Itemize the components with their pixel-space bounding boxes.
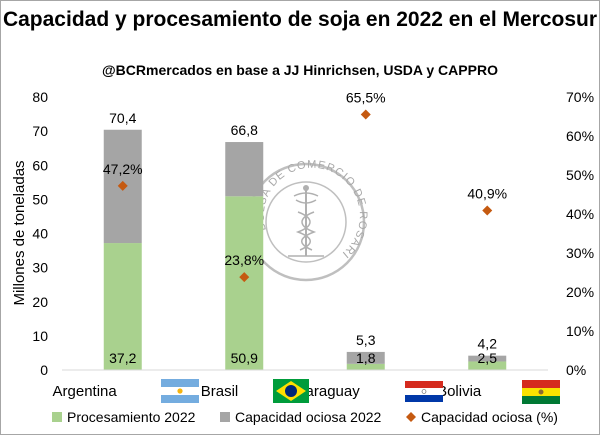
svg-text:BOLSA DE COMERCIO DE ROSARIO: BOLSA DE COMERCIO DE ROSARIO <box>0 0 369 261</box>
y-tick-label: 60 <box>32 157 48 173</box>
category-label: Brasil <box>201 383 239 400</box>
total-label: 70,4 <box>109 110 136 126</box>
marker-capacidad-ociosa-pct <box>482 205 493 216</box>
legend-swatch <box>406 412 416 422</box>
bar-procesamiento <box>346 363 385 370</box>
y-axis-title: Millones de toneladas <box>11 160 28 305</box>
procesamiento-label: 37,2 <box>109 350 136 366</box>
legend-swatch <box>52 412 62 422</box>
flag-paraguay-icon <box>405 381 443 402</box>
y-tick-label: 40 <box>32 226 48 242</box>
y2-tick-label: 50% <box>566 167 594 183</box>
pct-label: 47,2% <box>103 161 143 177</box>
category-label: Paraguay <box>296 383 361 400</box>
bar-capacidad-ociosa <box>225 142 264 197</box>
y2-tick-label: 30% <box>566 245 594 261</box>
pct-label: 40,9% <box>467 185 507 201</box>
legend-label: Capacidad ociosa (%) <box>421 409 558 425</box>
procesamiento-label: 2,5 <box>478 350 498 366</box>
pct-label: 23,8% <box>224 252 264 268</box>
watermark-seal: BOLSA DE COMERCIO DE ROSARIO <box>0 0 369 282</box>
procesamiento-label: 1,8 <box>356 350 376 366</box>
procesamiento-label: 50,9 <box>231 350 258 366</box>
y-tick-label: 70 <box>32 123 48 139</box>
bar-procesamiento <box>225 196 264 370</box>
bar-procesamiento <box>468 361 507 370</box>
bar-capacidad-ociosa <box>468 355 507 362</box>
y-tick-label: 0 <box>40 362 48 378</box>
y-tick-label: 50 <box>32 191 48 207</box>
flag-bolivia-icon <box>522 380 560 404</box>
total-label: 4,2 <box>478 336 498 352</box>
legend-swatch <box>220 412 230 422</box>
watermark-text: BOLSA DE COMERCIO DE ROSARIO <box>0 0 368 261</box>
marker-capacidad-ociosa-pct <box>239 272 250 283</box>
y-tick-label: 30 <box>32 260 48 276</box>
total-label: 66,8 <box>231 122 258 138</box>
bar-capacidad-ociosa <box>346 351 385 364</box>
y2-tick-label: 20% <box>566 284 594 300</box>
y2-tick-label: 0% <box>566 362 586 378</box>
pct-label: 65,5% <box>346 90 386 106</box>
chart-subtitle: @BCRmercados en base a JJ Hinrichsen, US… <box>102 62 498 78</box>
legend-label: Capacidad ociosa 2022 <box>235 409 382 425</box>
flag-argentina-icon <box>161 379 199 403</box>
marker-capacidad-ociosa-pct <box>360 109 371 120</box>
marker-capacidad-ociosa-pct <box>117 180 128 191</box>
y-tick-label: 20 <box>32 294 48 310</box>
y-tick-label: 10 <box>32 328 48 344</box>
bar-procesamiento <box>103 243 142 370</box>
total-label: 5,3 <box>356 332 376 348</box>
legend-label: Procesamiento 2022 <box>67 409 196 425</box>
legend: Procesamiento 2022 Capacidad ociosa 2022 C… <box>52 409 558 425</box>
y-tick-label: 80 <box>32 89 48 105</box>
chart-title: Capacidad y procesamiento de soja en 202… <box>2 8 598 31</box>
y2-tick-label: 40% <box>566 206 594 222</box>
category-label: Bolivia <box>437 383 482 400</box>
flag-brazil-icon <box>273 379 309 403</box>
y2-tick-label: 60% <box>566 128 594 144</box>
y2-tick-label: 70% <box>566 89 594 105</box>
y2-tick-label: 10% <box>566 323 594 339</box>
category-label: Argentina <box>53 383 118 400</box>
